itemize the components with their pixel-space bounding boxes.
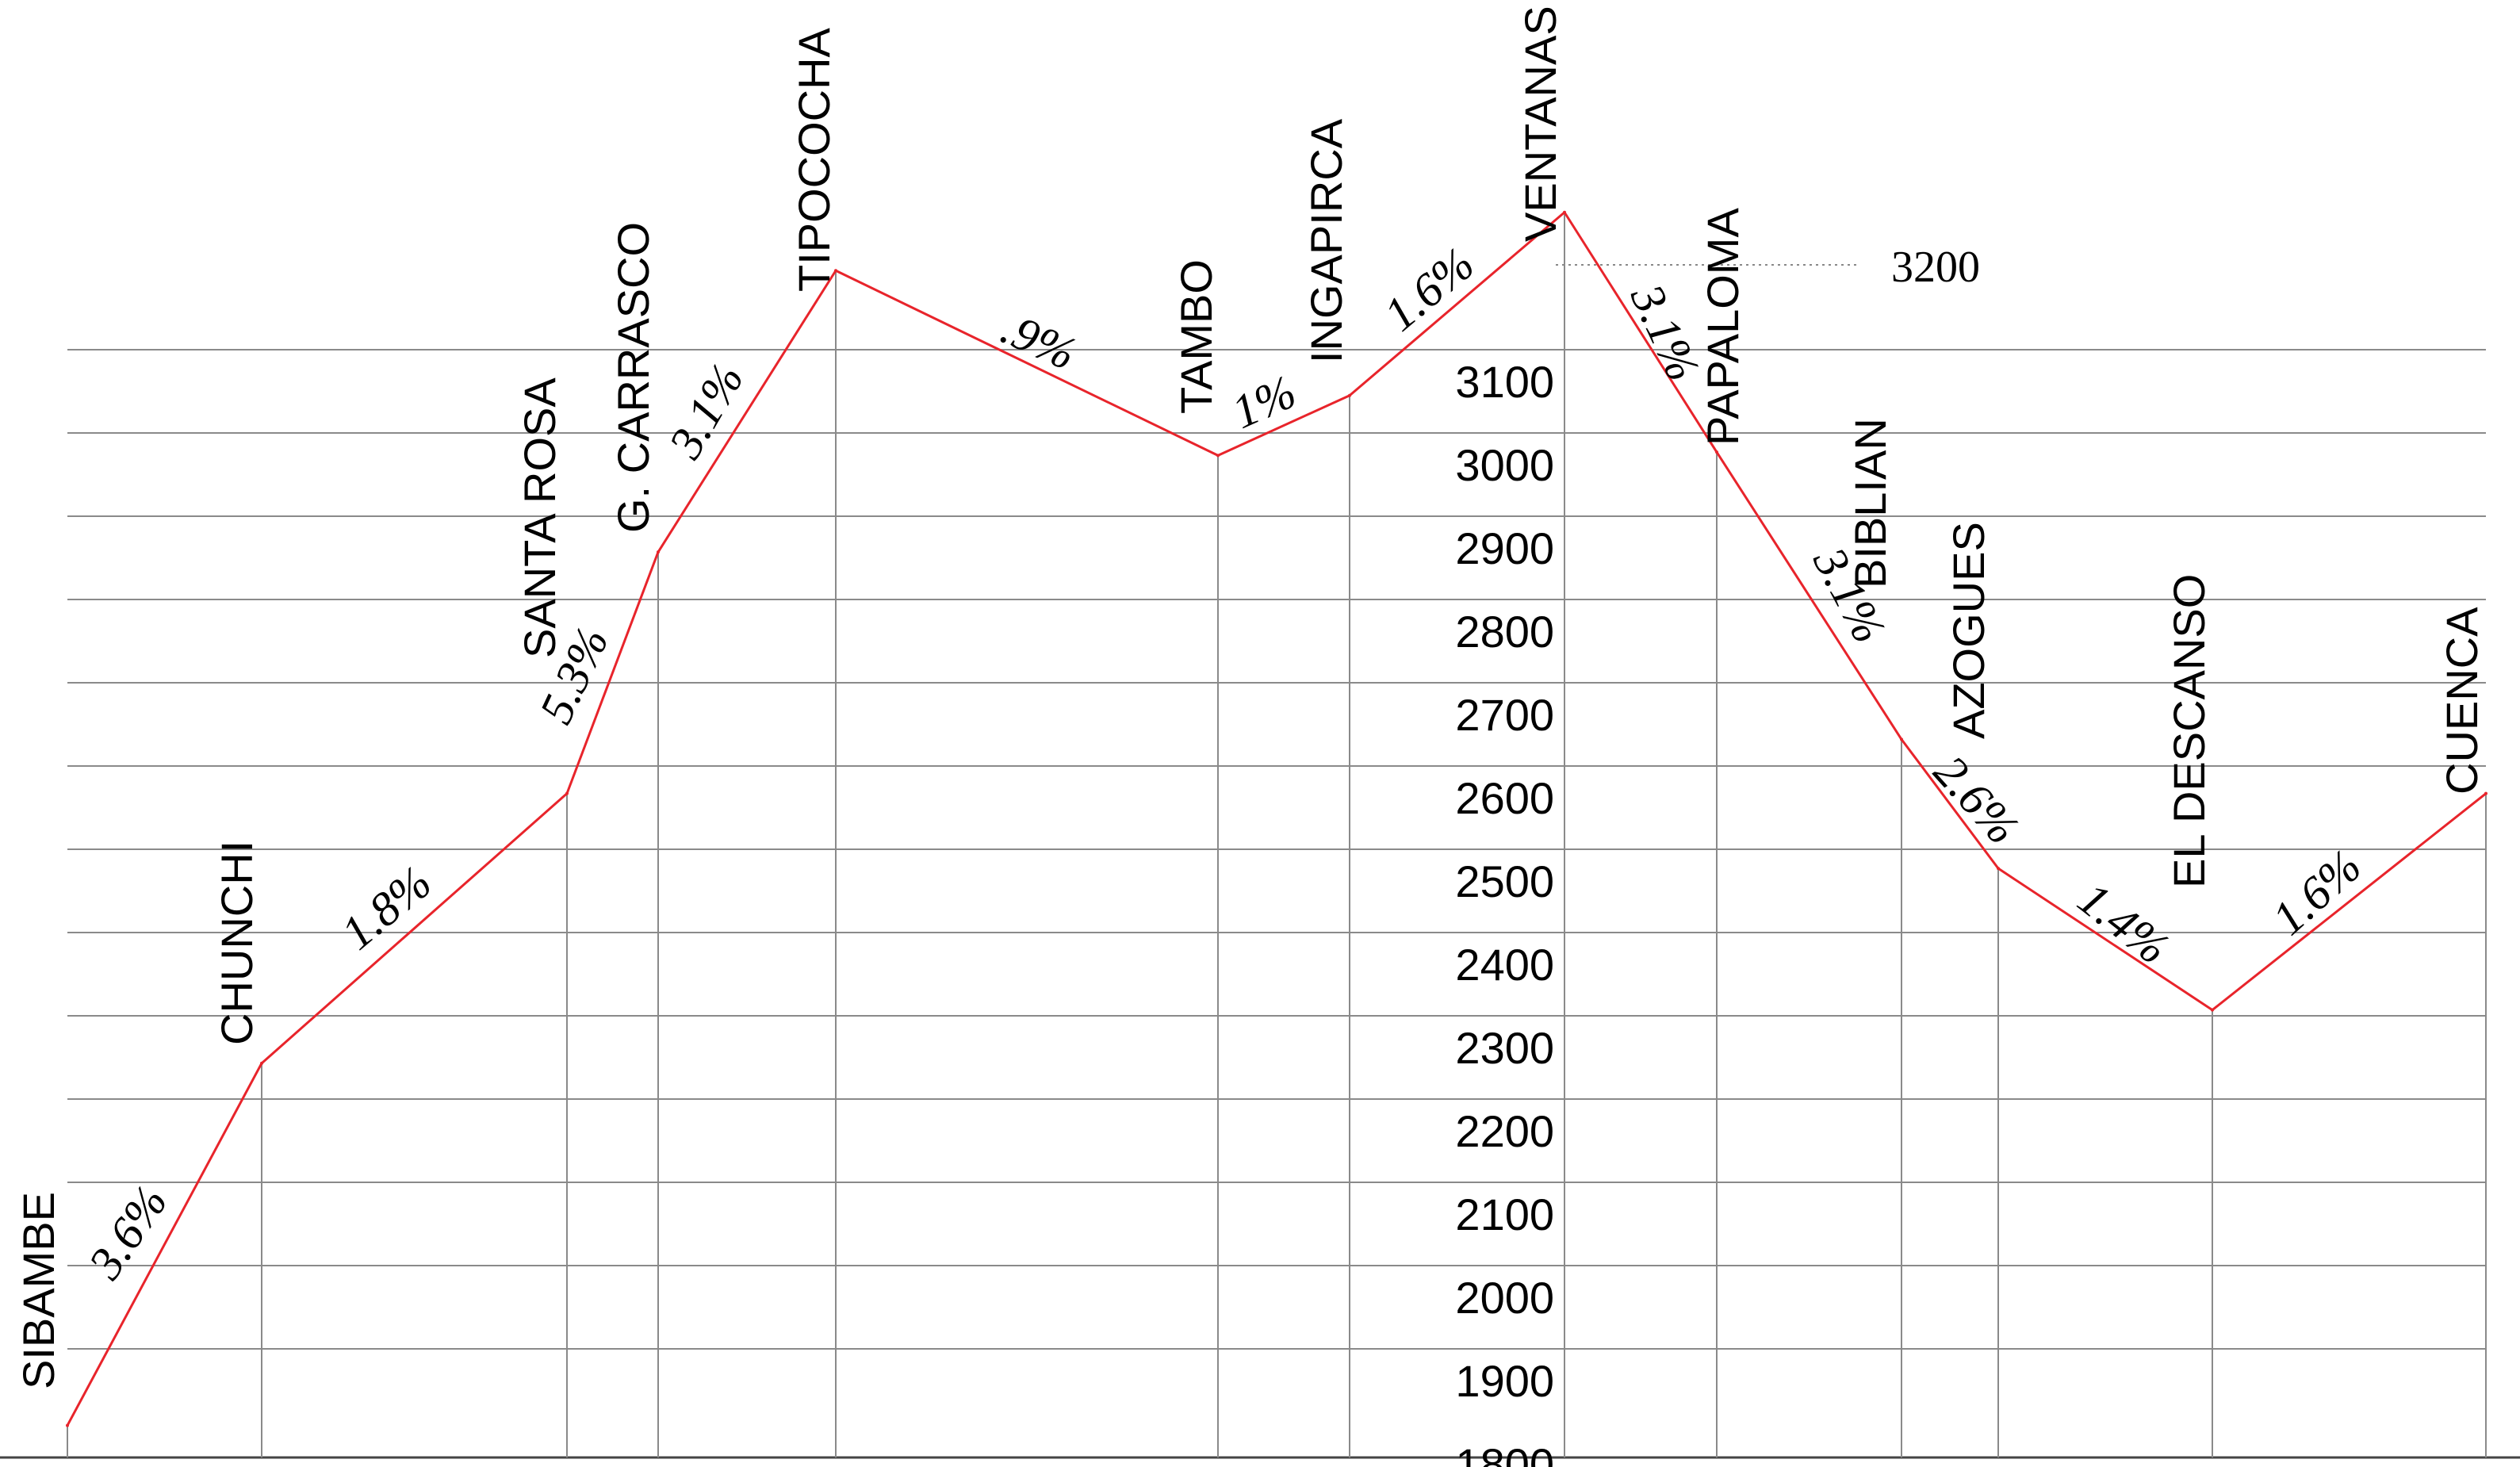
station-point-1 bbox=[260, 1061, 263, 1065]
profile-segment-11 bbox=[2212, 792, 2487, 1011]
station-point-0 bbox=[66, 1423, 69, 1427]
y-tick-label: 1900 bbox=[1455, 1356, 1554, 1406]
station-point-7 bbox=[1563, 210, 1566, 214]
station-label: VENTANAS bbox=[1515, 6, 1565, 242]
station-point-12 bbox=[2484, 791, 2487, 795]
station-point-9 bbox=[1900, 737, 1903, 741]
station-point-8 bbox=[1715, 450, 1718, 454]
station-label: CHUNCHI bbox=[212, 841, 262, 1045]
station-point-5 bbox=[1216, 454, 1220, 458]
station-label: INGAPIRCA bbox=[1301, 118, 1351, 363]
grid-layer bbox=[0, 264, 2520, 1459]
grade-label: 1.8% bbox=[331, 856, 441, 959]
y-tick-label: 3100 bbox=[1455, 357, 1554, 407]
grade-labels: 3.6%1.8%5.3%3.1%.9%1%1.6% 3.1%3.1%2.6%1.4… bbox=[79, 237, 2372, 1289]
grade-label: 1.6% bbox=[1374, 237, 1484, 341]
profile-segment-3 bbox=[657, 270, 837, 553]
y-tick-label: 2800 bbox=[1455, 607, 1554, 657]
y-tick-label: 2000 bbox=[1455, 1273, 1554, 1323]
station-labels: SIBAMBE CHUNCHI SANTA ROSA G. CARRASCO TIPOC… bbox=[13, 6, 2487, 1389]
profile-segment-9 bbox=[1900, 738, 2000, 870]
y-tick-label: 2500 bbox=[1455, 856, 1554, 906]
profile-line-layer bbox=[66, 210, 2487, 1427]
station-label: TAMBO bbox=[1171, 259, 1221, 414]
station-label: PAPALOMA bbox=[1698, 208, 1748, 446]
station-label: SANTA ROSA bbox=[515, 377, 565, 658]
y-axis-ticks: 1800 1900 2000 2100 2200 2300 2400 2500 2600 2700… bbox=[1455, 243, 1980, 1467]
profile-segment-10 bbox=[1997, 867, 2213, 1011]
profile-segment-4 bbox=[835, 269, 1219, 457]
y-tick-label: 2300 bbox=[1455, 1023, 1554, 1073]
profile-segment-6 bbox=[1349, 211, 1565, 396]
y-tick-label: 3000 bbox=[1455, 440, 1554, 490]
profile-segment-5 bbox=[1217, 394, 1350, 457]
grade-label: 1% bbox=[1224, 365, 1304, 439]
profile-segment-8 bbox=[1715, 451, 1903, 741]
profile-segment-7 bbox=[1563, 211, 1718, 453]
profile-segment-0 bbox=[66, 1063, 263, 1427]
grade-label: 1.6% bbox=[2262, 840, 2371, 945]
station-point-2 bbox=[565, 791, 569, 795]
y-tick-label: 2400 bbox=[1455, 940, 1554, 990]
y-tick-label: 1800 bbox=[1455, 1439, 1554, 1467]
station-label: BIBLIAN bbox=[1845, 418, 1895, 588]
station-point-3 bbox=[657, 550, 660, 554]
y-tick-label: 2700 bbox=[1455, 690, 1554, 740]
grade-label: 2.6% bbox=[1924, 745, 2030, 854]
station-point-4 bbox=[834, 269, 837, 273]
grade-label: 3.1% bbox=[1620, 276, 1710, 389]
station-point-11 bbox=[2211, 1008, 2214, 1012]
grade-label: 3.6% bbox=[79, 1177, 178, 1289]
grade-label: 3.1% bbox=[658, 354, 753, 467]
station-label: AZOGUES bbox=[1944, 522, 1993, 739]
y-tick-label: 2900 bbox=[1455, 523, 1554, 573]
station-label: SIBAMBE bbox=[13, 1192, 63, 1389]
station-label: EL DESCANSO bbox=[2164, 574, 2214, 888]
profile-segment-1 bbox=[261, 792, 568, 1064]
grade-label: .9% bbox=[994, 301, 1084, 380]
y-tick-label: 2600 bbox=[1455, 773, 1554, 823]
y-tick-label-top: 3200 bbox=[1891, 243, 1980, 292]
y-tick-label: 2200 bbox=[1455, 1106, 1554, 1156]
station-label: TIPOCOCHA bbox=[789, 27, 839, 292]
station-label: CUENCA bbox=[2437, 607, 2487, 795]
grade-label: 1.4% bbox=[2069, 872, 2179, 975]
y-tick-label: 2100 bbox=[1455, 1189, 1554, 1239]
station-point-10 bbox=[1997, 867, 2000, 871]
station-label: G. CARRASCO bbox=[608, 222, 658, 533]
station-lines bbox=[67, 212, 2487, 1457]
profile-segment-2 bbox=[565, 551, 660, 795]
station-point-6 bbox=[1348, 393, 1351, 397]
